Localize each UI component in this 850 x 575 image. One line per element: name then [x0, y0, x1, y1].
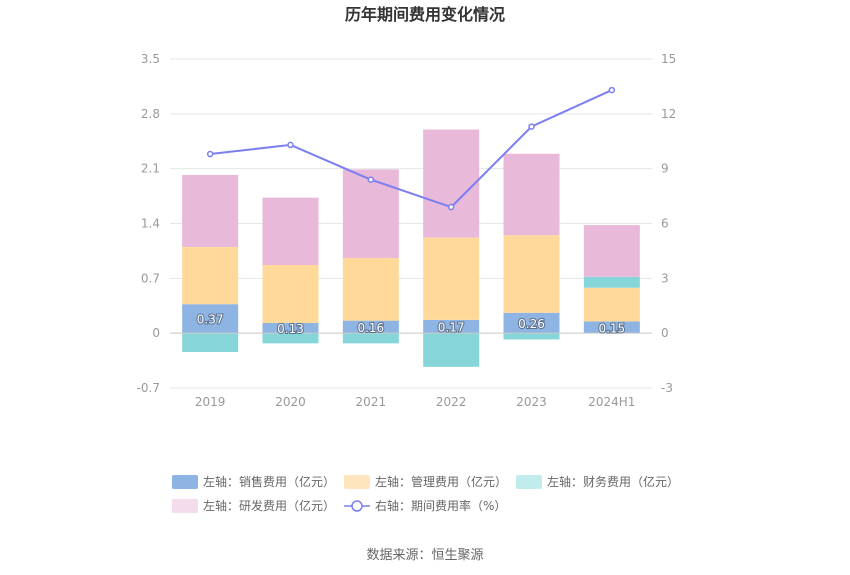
right-tick-label: 6 [661, 217, 669, 231]
bar-segment [503, 333, 560, 340]
line-series [206, 86, 616, 211]
bar-segment [342, 169, 399, 258]
legend-swatch [516, 475, 542, 489]
right-tick-label: 12 [661, 107, 676, 121]
legend-swatch [344, 475, 370, 489]
bar-series [182, 129, 640, 367]
line-point [608, 86, 616, 94]
left-tick-label: 0.7 [141, 271, 160, 285]
bar-segment [342, 257, 399, 321]
bar-segment [182, 174, 239, 247]
right-tick-label: 0 [661, 326, 669, 340]
legend-label: 左轴：研发费用（亿元） [203, 498, 335, 513]
bar-segment [583, 225, 640, 277]
bar-segment [583, 321, 640, 334]
x-tick-label: 2021 [356, 395, 387, 409]
bar-segment [583, 287, 640, 322]
bar-segment [423, 333, 480, 367]
line-point [367, 176, 375, 183]
right-tick-label: -3 [661, 381, 673, 395]
left-tick-label: 1.4 [141, 217, 160, 231]
bar-segment [182, 304, 239, 334]
left-tick-label: -0.7 [137, 381, 160, 395]
legend-swatch [172, 499, 198, 513]
source-note: 数据来源：恒生聚源 [366, 548, 483, 563]
x-tick-label: 2024H1 [588, 395, 635, 409]
data-label: 0.17 [438, 321, 465, 335]
bar-segment [262, 333, 319, 344]
bar-segment [503, 312, 560, 334]
left-axis: 3.5 2.8 2.1 1.4 0.7 0 -0.7 [137, 52, 160, 395]
x-tick-label: 2020 [275, 395, 306, 409]
data-label: 0.16 [357, 321, 384, 335]
left-tick-label: 2.8 [141, 107, 160, 121]
bar-segment [503, 153, 560, 236]
legend-label: 左轴：销售费用（亿元） [203, 474, 335, 489]
legend-swatch [172, 475, 198, 489]
legend-label: 右轴：期间费用率（%） [375, 498, 506, 513]
bar-segment [342, 320, 399, 334]
line-path [210, 89, 613, 209]
x-axis: 2019 2020 2021 2022 2023 2024H1 [195, 395, 636, 409]
left-tick-label: 3.5 [141, 52, 160, 66]
bar-segment [423, 129, 480, 238]
legend-label: 左轴：管理费用（亿元） [375, 474, 507, 489]
line-point [528, 123, 535, 130]
data-label: 0.13 [277, 322, 304, 336]
line-point [287, 141, 294, 149]
left-tick-label: 2.1 [141, 162, 160, 176]
x-tick-label: 2023 [516, 395, 547, 409]
bar-segment [182, 333, 239, 352]
bar-segment [583, 276, 640, 288]
x-tick-label: 2019 [195, 395, 226, 409]
data-label: 0.26 [518, 317, 545, 331]
bar-segment [423, 319, 480, 334]
bar-segment [342, 333, 399, 344]
bar-segment [262, 322, 319, 334]
legend: 左轴：销售费用（亿元） 左轴：管理费用（亿元） 左轴：财务费用（亿元） 左轴：研发费用… [172, 474, 679, 513]
right-tick-label: 9 [661, 162, 669, 176]
bar-segment [503, 235, 560, 313]
x-tick-label: 2022 [436, 395, 467, 409]
data-labels: 0.37 0.13 0.16 0.17 0.26 0.15 [196, 312, 626, 337]
legend-line-marker [351, 500, 363, 512]
line-point [206, 150, 214, 158]
left-tick-label: 0 [152, 326, 160, 340]
legend-label: 左轴：财务费用（亿元） [547, 474, 679, 489]
right-tick-label: 3 [661, 271, 669, 285]
bar-segment [262, 197, 319, 266]
bar-segment [182, 247, 239, 305]
grid-lines [170, 58, 652, 389]
bar-segment [423, 237, 480, 320]
chart-title: 历年期间费用变化情况 [345, 5, 505, 24]
data-label: 0.37 [197, 313, 224, 327]
right-axis: 15 12 9 6 3 0 -3 [661, 52, 676, 395]
right-tick-label: 15 [661, 52, 676, 66]
line-point [447, 203, 455, 211]
data-label: 0.15 [598, 321, 625, 335]
bar-segment [262, 265, 319, 323]
